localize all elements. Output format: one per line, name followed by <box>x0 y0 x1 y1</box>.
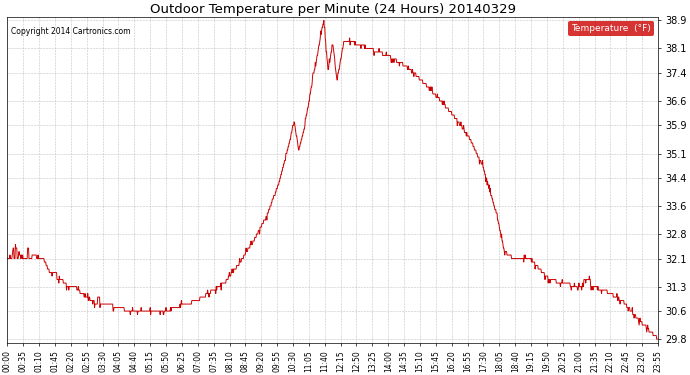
Temperature  (°F) <box>221 281 229 285</box>
Legend: Temperature  (°F): Temperature (°F) <box>569 21 653 36</box>
Temperature  (°F) <box>520 260 528 264</box>
Text: Copyright 2014 Cartronics.com: Copyright 2014 Cartronics.com <box>10 27 130 36</box>
Temperature  (°F) <box>148 309 156 314</box>
Line: Temperature  (°F): Temperature (°F) <box>8 21 658 339</box>
Temperature  (°F) <box>132 309 140 314</box>
Temperature  (°F) <box>577 284 585 289</box>
Temperature  (°F) <box>435 95 443 100</box>
Title: Outdoor Temperature per Minute (24 Hours) 20140329: Outdoor Temperature per Minute (24 Hours… <box>150 3 515 16</box>
Temperature  (°F) <box>3 256 12 261</box>
Temperature  (°F) <box>653 337 661 341</box>
Temperature  (°F) <box>654 337 662 341</box>
Temperature  (°F) <box>319 18 328 23</box>
